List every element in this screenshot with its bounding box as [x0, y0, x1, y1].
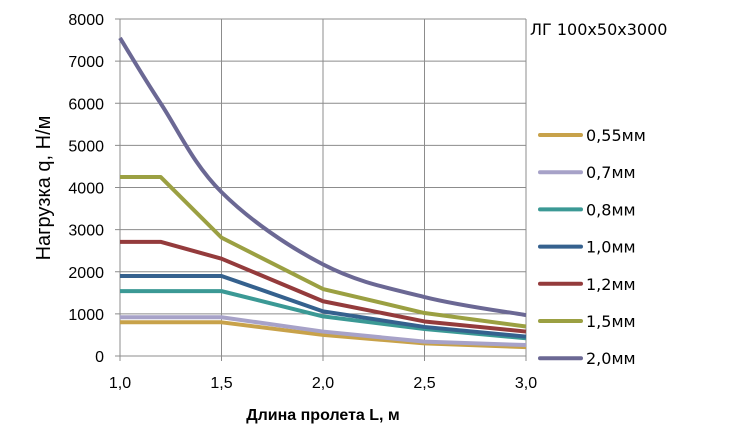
y-tick-label: 2000 — [68, 265, 104, 282]
chart-title: ЛГ 100х50х3000 — [530, 20, 667, 39]
legend-label: 1,0мм — [586, 238, 636, 257]
y-tick-labels: 0 1000 2000 3000 4000 5000 6000 7000 8000 — [68, 12, 104, 366]
y-tick-label: 1000 — [68, 307, 104, 324]
legend-label: 0,55мм — [586, 126, 646, 145]
y-tick-label: 3000 — [68, 223, 104, 240]
x-axis-label: Длина пролета L, м — [246, 407, 400, 424]
y-tick-label: 7000 — [68, 54, 104, 71]
legend-label: 1,2мм — [586, 275, 636, 294]
series-line-2 — [120, 289, 527, 341]
grid — [115, 18, 527, 361]
x-tick-label: 1,5 — [210, 375, 232, 392]
legend-label: 2,0мм — [586, 349, 636, 368]
x-tick-labels: 1,0 1,5 2,0 2,5 3,0 — [109, 375, 537, 392]
legend-label: 1,5мм — [586, 312, 636, 331]
series-line-4 — [120, 239, 527, 334]
y-tick-label: 0 — [95, 349, 104, 366]
series-line-6 — [118, 36, 527, 318]
y-tick-label: 6000 — [68, 96, 104, 113]
series-line-3 — [120, 273, 527, 339]
y-tick-label: 4000 — [68, 181, 104, 198]
y-tick-label: 5000 — [68, 138, 104, 155]
series-line-5 — [120, 174, 527, 329]
series-line-1 — [120, 315, 527, 348]
legend-label: 0,7мм — [586, 163, 636, 182]
x-tick-label: 2,5 — [413, 375, 435, 392]
legend: 0,55мм 0,7мм 0,8мм 1,0мм 1,2мм 1,5мм 2,0мм — [538, 126, 646, 368]
y-axis-label: Нагрузка q, Н/м — [33, 116, 55, 261]
series-lines — [118, 36, 527, 350]
legend-label: 0,8мм — [586, 200, 636, 219]
y-tick-label: 8000 — [68, 12, 104, 29]
x-tick-label: 1,0 — [109, 375, 131, 392]
x-tick-label: 2,0 — [312, 375, 334, 392]
x-tick-label: 3,0 — [515, 375, 537, 392]
